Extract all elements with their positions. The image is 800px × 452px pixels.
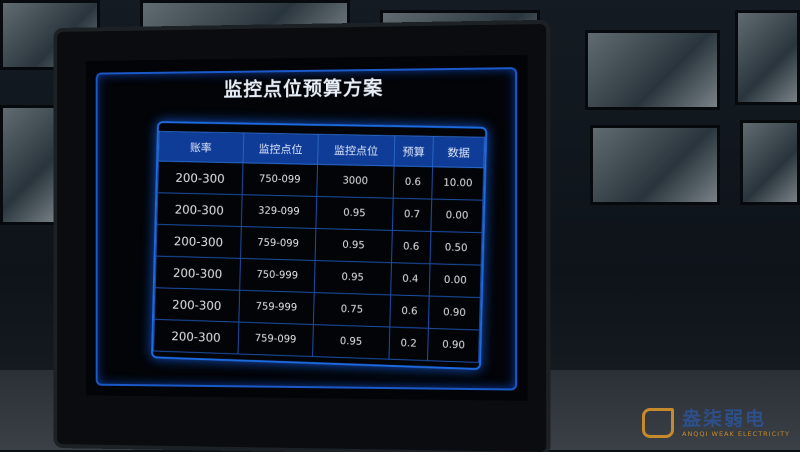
table-cell: 750-999 (239, 258, 316, 293)
table-cell: 0.95 (314, 260, 392, 295)
table-cell: 0.95 (316, 196, 393, 231)
table-cell: 200-300 (156, 224, 242, 259)
watermark-logo: 盎柒弱电 ANQQI WEAK ELECTRICITY (642, 404, 792, 444)
table-cell: 200-300 (156, 192, 242, 227)
column-header: 监控点位 (317, 134, 395, 166)
table-cell: 0.00 (431, 199, 483, 233)
logo-mark-icon (642, 408, 674, 438)
budget-table-panel: 账率 监控点位 监控点位 预算 数据 200-300 750-099 3000 0.6 10.0… (150, 121, 488, 371)
table-cell: 0.00 (429, 263, 482, 298)
column-header: 账率 (158, 131, 244, 163)
table-cell: 0.95 (315, 228, 393, 263)
watermark-cn: 盎柒弱电 (682, 408, 767, 430)
watermark-en: ANQQI WEAK ELECTRICITY (682, 430, 791, 438)
monitor: 监控点位预算方案 账率 监控点位 监控点位 预算 数据 200-300 750-099 30… (57, 23, 547, 452)
table-cell: 0.6 (392, 165, 433, 200)
table-cell: 0.90 (428, 296, 481, 331)
table-cell: 200-300 (157, 161, 243, 195)
table-cell: 0.50 (430, 231, 483, 266)
table-cell: 0.7 (392, 198, 433, 232)
table-cell: 759-099 (237, 322, 314, 357)
table-cell: 0.75 (313, 292, 391, 328)
monitor-screen: 监控点位预算方案 账率 监控点位 监控点位 预算 数据 200-300 750-099 30… (86, 54, 528, 401)
table-cell: 0.6 (389, 294, 430, 329)
column-header: 监控点位 (242, 132, 319, 165)
table-cell: 10.00 (432, 166, 484, 201)
budget-table: 账率 监控点位 监控点位 预算 数据 200-300 750-099 3000 0.6 10.0… (153, 131, 485, 363)
page-title: 监控点位预算方案 (223, 76, 384, 101)
table-cell: 0.90 (427, 328, 480, 363)
wall-monitor (735, 10, 800, 105)
table-cell: 200-300 (155, 256, 241, 291)
table-cell: 759-999 (238, 290, 315, 325)
table-cell: 0.2 (388, 327, 429, 361)
table-cell: 200-300 (154, 287, 240, 323)
column-header: 数据 (432, 136, 485, 168)
table-cell: 0.95 (312, 324, 390, 360)
column-header: 预算 (393, 135, 434, 167)
table-cell: 0.6 (391, 230, 432, 264)
wall-monitor (585, 30, 720, 110)
table-cell: 750-099 (241, 162, 318, 197)
table-cell: 329-099 (241, 194, 317, 229)
table-cell: 759-099 (240, 226, 317, 261)
table-cell: 0.4 (390, 262, 431, 297)
table-cell: 200-300 (153, 319, 239, 354)
table-cell: 3000 (316, 164, 394, 199)
wall-monitor (0, 105, 60, 225)
wall-monitor (590, 125, 720, 205)
wall-monitor (740, 120, 800, 205)
